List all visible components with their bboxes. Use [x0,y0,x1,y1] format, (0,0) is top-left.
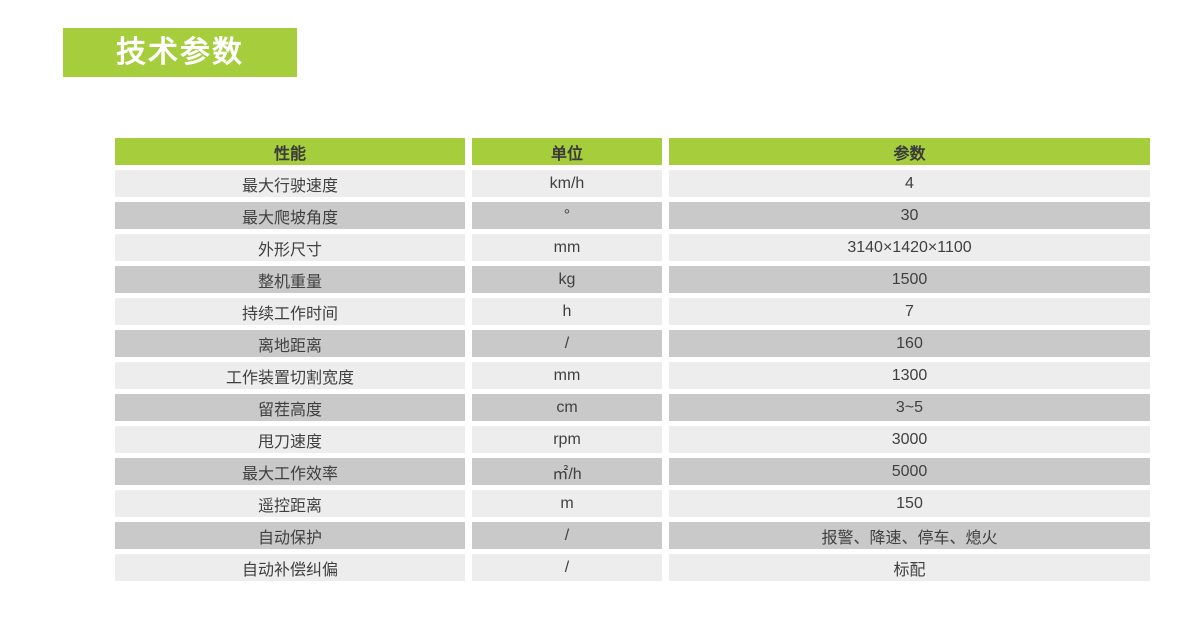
spec-row-name: 外形尺寸 [115,234,465,261]
spec-row-value: 30 [669,202,1150,229]
spec-row-unit: mm [472,234,662,261]
spec-row-value: 报警、降速、停车、熄火 [669,522,1150,549]
spec-row-unit: rpm [472,426,662,453]
spec-row-value: 150 [669,490,1150,517]
spec-row-name: 自动补偿纠偏 [115,554,465,581]
spec-row-unit: km/h [472,170,662,197]
spec-row-name: 自动保护 [115,522,465,549]
spec-row-name: 工作装置切割宽度 [115,362,465,389]
spec-row-value: 3000 [669,426,1150,453]
spec-row-unit: ㎡/h [472,458,662,485]
spec-row-unit: / [472,330,662,357]
column-header-unit: 单位 [472,138,662,165]
spec-row-name: 最大爬坡角度 [115,202,465,229]
spec-row-name: 留茬高度 [115,394,465,421]
spec-row-name: 整机重量 [115,266,465,293]
spec-row-unit: / [472,522,662,549]
spec-row-name: 离地距离 [115,330,465,357]
spec-row-value: 5000 [669,458,1150,485]
spec-row-name: 甩刀速度 [115,426,465,453]
column-header-performance: 性能 [115,138,465,165]
spec-row-unit: ° [472,202,662,229]
spec-row-unit: / [472,554,662,581]
spec-row-name: 最大工作效率 [115,458,465,485]
spec-row-unit: m [472,490,662,517]
spec-row-name: 持续工作时间 [115,298,465,325]
spec-row-value: 1500 [669,266,1150,293]
spec-row-value: 4 [669,170,1150,197]
spec-row-name: 遥控距离 [115,490,465,517]
spec-row-value: 标配 [669,554,1150,581]
spec-row-value: 160 [669,330,1150,357]
column-header-parameter: 参数 [669,138,1150,165]
spec-row-name: 最大行驶速度 [115,170,465,197]
section-title: 技术参数 [116,35,244,69]
spec-row-unit: mm [472,362,662,389]
spec-row-value: 3140×1420×1100 [669,234,1150,261]
spec-row-value: 1300 [669,362,1150,389]
spec-row-unit: kg [472,266,662,293]
spec-row-unit: h [472,298,662,325]
spec-row-value: 7 [669,298,1150,325]
spec-row-unit: cm [472,394,662,421]
section-title-badge: 技术参数 [63,28,297,77]
spec-table: 性能 单位 参数 最大行驶速度 km/h 4 最大爬坡角度 ° 30 外形尺寸 … [115,138,1150,581]
spec-row-value: 3~5 [669,394,1150,421]
